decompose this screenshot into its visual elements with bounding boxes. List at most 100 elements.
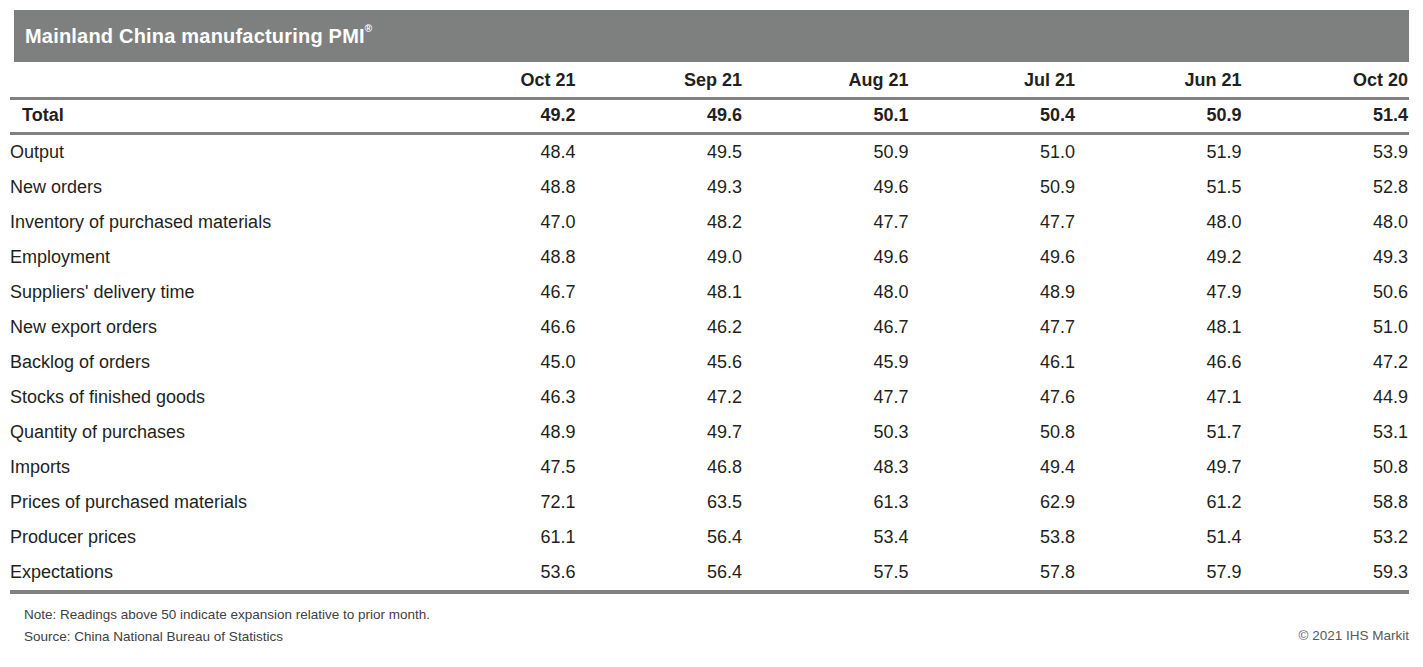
- value-cell: 47.9: [1076, 275, 1243, 310]
- value-cell: 48.8: [410, 170, 577, 205]
- row-header-spacer: [10, 62, 410, 99]
- value-cell: 46.6: [1076, 345, 1243, 380]
- value-cell: 51.7: [1076, 415, 1243, 450]
- total-value-cell: 50.4: [910, 99, 1077, 134]
- value-cell: 46.1: [910, 345, 1077, 380]
- value-cell: 52.8: [1243, 170, 1410, 205]
- value-cell: 46.2: [577, 310, 744, 345]
- total-value-cell: 49.2: [410, 99, 577, 134]
- column-header-oct20: Oct 20: [1243, 62, 1410, 99]
- value-cell: 47.7: [910, 205, 1077, 240]
- value-cell: 46.3: [410, 380, 577, 415]
- row-label: Quantity of purchases: [10, 415, 410, 450]
- value-cell: 63.5: [577, 485, 744, 520]
- value-cell: 57.8: [910, 555, 1077, 592]
- column-header-jul21: Jul 21: [910, 62, 1077, 99]
- value-cell: 53.2: [1243, 520, 1410, 555]
- value-cell: 61.1: [410, 520, 577, 555]
- total-row: Total 49.2 49.6 50.1 50.4 50.9 51.4: [10, 99, 1409, 134]
- row-label: Expectations: [10, 555, 410, 592]
- value-cell: 53.6: [410, 555, 577, 592]
- table-body: Output48.449.550.951.051.953.9New orders…: [10, 134, 1409, 593]
- value-cell: 61.2: [1076, 485, 1243, 520]
- value-cell: 46.6: [410, 310, 577, 345]
- value-cell: 56.4: [577, 520, 744, 555]
- row-label: Prices of purchased materials: [10, 485, 410, 520]
- row-label: Suppliers' delivery time: [10, 275, 410, 310]
- table-row: Employment48.849.049.649.649.249.3: [10, 240, 1409, 275]
- page-title-text: Mainland China manufacturing PMI: [25, 25, 365, 47]
- value-cell: 44.9: [1243, 380, 1410, 415]
- value-cell: 47.0: [410, 205, 577, 240]
- value-cell: 50.3: [743, 415, 910, 450]
- table-row: Output48.449.550.951.051.953.9: [10, 134, 1409, 171]
- value-cell: 51.5: [1076, 170, 1243, 205]
- row-label: Output: [10, 134, 410, 171]
- value-cell: 48.9: [910, 275, 1077, 310]
- copyright: © 2021 IHS Markit: [1299, 628, 1410, 643]
- value-cell: 46.7: [410, 275, 577, 310]
- page-title: Mainland China manufacturing PMI®: [25, 25, 372, 48]
- value-cell: 47.2: [577, 380, 744, 415]
- row-label: Stocks of finished goods: [10, 380, 410, 415]
- value-cell: 47.2: [1243, 345, 1410, 380]
- value-cell: 49.6: [743, 170, 910, 205]
- table-row: New export orders46.646.246.747.748.151.…: [10, 310, 1409, 345]
- row-label: New export orders: [10, 310, 410, 345]
- value-cell: 48.0: [1243, 205, 1410, 240]
- value-cell: 59.3: [1243, 555, 1410, 592]
- column-header-oct21: Oct 21: [410, 62, 577, 99]
- value-cell: 50.8: [910, 415, 1077, 450]
- value-cell: 58.8: [1243, 485, 1410, 520]
- table-row: Inventory of purchased materials47.048.2…: [10, 205, 1409, 240]
- value-cell: 48.9: [410, 415, 577, 450]
- row-label: Backlog of orders: [10, 345, 410, 380]
- value-cell: 49.2: [1076, 240, 1243, 275]
- value-cell: 53.4: [743, 520, 910, 555]
- total-value-cell: 51.4: [1243, 99, 1410, 134]
- table-row: Prices of purchased materials72.163.5 61.…: [10, 485, 1409, 520]
- table-row: Suppliers' delivery time46.748.148.048.9…: [10, 275, 1409, 310]
- value-cell: 48.1: [577, 275, 744, 310]
- value-cell: 45.6: [577, 345, 744, 380]
- value-cell: 49.3: [1243, 240, 1410, 275]
- value-cell: 50.6: [1243, 275, 1410, 310]
- value-cell: 53.8: [910, 520, 1077, 555]
- pmi-report-page: Mainland China manufacturing PMI® Oct 21…: [0, 10, 1423, 667]
- value-cell: 46.7: [743, 310, 910, 345]
- value-cell: 49.5: [577, 134, 744, 171]
- table-row: Stocks of finished goods46.347.247.747.6…: [10, 380, 1409, 415]
- value-cell: 72.1: [410, 485, 577, 520]
- column-header-jun21: Jun 21: [1076, 62, 1243, 99]
- table-row: Quantity of purchases48.949.750.350.851.…: [10, 415, 1409, 450]
- row-label: New orders: [10, 170, 410, 205]
- value-cell: 45.0: [410, 345, 577, 380]
- value-cell: 48.1: [1076, 310, 1243, 345]
- value-cell: 48.8: [410, 240, 577, 275]
- table-row: Imports47.546.848.349.449.750.8: [10, 450, 1409, 485]
- row-label: Employment: [10, 240, 410, 275]
- row-label: Inventory of purchased materials: [10, 205, 410, 240]
- total-value-cell: 50.9: [1076, 99, 1243, 134]
- value-cell: 47.7: [743, 380, 910, 415]
- value-cell: 47.5: [410, 450, 577, 485]
- source-note: Source: China National Bureau of Statist…: [24, 629, 1409, 644]
- value-cell: 49.4: [910, 450, 1077, 485]
- title-bar: Mainland China manufacturing PMI®: [14, 10, 1409, 62]
- value-cell: 48.0: [743, 275, 910, 310]
- value-cell: 49.7: [1076, 450, 1243, 485]
- row-label-total: Total: [10, 99, 410, 134]
- value-cell: 57.5: [743, 555, 910, 592]
- column-header-aug21: Aug 21: [743, 62, 910, 99]
- value-cell: 56.4: [577, 555, 744, 592]
- value-cell: 48.4: [410, 134, 577, 171]
- value-cell: 51.0: [910, 134, 1077, 171]
- value-cell: 53.1: [1243, 415, 1410, 450]
- value-cell: 47.7: [910, 310, 1077, 345]
- value-cell: 48.3: [743, 450, 910, 485]
- value-cell: 46.8: [577, 450, 744, 485]
- value-cell: 48.2: [577, 205, 744, 240]
- value-cell: 49.0: [577, 240, 744, 275]
- footnote: Note: Readings above 50 indicate expansi…: [24, 607, 1409, 622]
- value-cell: 49.6: [910, 240, 1077, 275]
